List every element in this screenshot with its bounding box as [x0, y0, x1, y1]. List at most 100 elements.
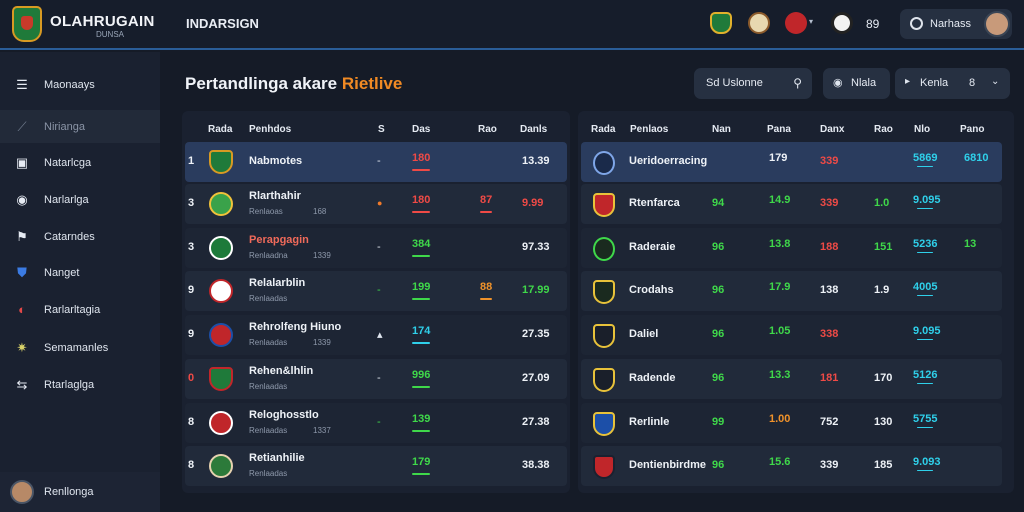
- sort-label: Kenla: [920, 77, 949, 89]
- table-row[interactable]: Radende 96 13.3 181 170 5126: [581, 359, 1002, 399]
- column-header[interactable]: Rada: [591, 124, 616, 135]
- club-crest-icon[interactable]: [710, 12, 732, 34]
- table-row[interactable]: Rtenfarca 94 14.9 339 1.0 9.095: [581, 184, 1002, 224]
- sidebar-item-label: Nanget: [44, 266, 80, 279]
- table-row[interactable]: 3 Rlarthahir Renlaoas 168 ● 180 87 9.99: [185, 184, 567, 224]
- table-row[interactable]: 8 Retianhilie Renlaadas 179 38.38: [185, 446, 567, 486]
- goals-value: 88: [480, 281, 493, 293]
- goals-bar: [480, 211, 492, 213]
- avatar[interactable]: [10, 480, 34, 504]
- sidebar-item-3[interactable]: ◉ Narlarlga: [0, 183, 160, 216]
- sidebar-item-5[interactable]: ⛊ Nanget: [0, 256, 160, 289]
- team-select-icon[interactable]: [785, 12, 807, 34]
- search-icon[interactable]: ⚲: [793, 76, 802, 90]
- table-row[interactable]: Raderaie 96 13.8 188 151 5236 13: [581, 228, 1002, 268]
- status-marker: -: [377, 155, 381, 167]
- chevron-down-icon[interactable]: ▾: [809, 17, 814, 26]
- team-name[interactable]: Radende: [629, 372, 676, 384]
- sidebar-item-label: Narlarlga: [44, 193, 89, 206]
- sidebar-item-7[interactable]: ✷ Semamanles: [0, 331, 160, 364]
- sidebar-item-8[interactable]: ⇆ Rtarlaglga: [0, 368, 160, 401]
- top-bar: OLAHRUGAIN DUNSA INDARSIGN ▾ 89 Narhass: [0, 0, 1024, 50]
- table-row[interactable]: Crodahs 96 17.9 138 1.9 4005: [581, 271, 1002, 311]
- column-header[interactable]: Rada: [208, 124, 233, 135]
- table-row[interactable]: 3 Perapgagin Renlaadna 1339 - 384 97.33: [185, 228, 567, 268]
- rating-bar: [917, 166, 933, 167]
- sort-dropdown[interactable]: ▸ Kenla 8 ⌄: [895, 68, 1010, 99]
- column-header[interactable]: Rao: [478, 124, 497, 135]
- team-name[interactable]: Ueridoerracing: [629, 155, 708, 167]
- team-name[interactable]: Nabmotes: [249, 155, 303, 167]
- team-name[interactable]: Dentienbirdme: [629, 459, 707, 471]
- table-row[interactable]: 9 Rehrolfeng Hiuno Renlaadas 1339 ▴ 174 27.35: [185, 315, 567, 355]
- table-row[interactable]: Daliel 96 1.05 338 9.095: [581, 315, 1002, 355]
- table-row[interactable]: 9 Relalarblin Renlaadas - 199 88 17.99: [185, 271, 567, 311]
- points-value: 1.9: [874, 284, 890, 296]
- sidebar-item-1[interactable]: ⟋ Nirianga: [0, 110, 160, 143]
- column-header[interactable]: Rao: [874, 124, 893, 135]
- table-row[interactable]: Dentienbirdme 96 15.6 339 185 9.093: [581, 446, 1002, 486]
- column-header[interactable]: Pana: [767, 124, 791, 135]
- club-logo-icon[interactable]: [12, 6, 42, 42]
- filter-button[interactable]: ◉ Nlala: [823, 68, 890, 99]
- sidebar-item-6[interactable]: ◐ Rarlarltagia: [0, 293, 160, 326]
- table-row[interactable]: 0 Rehen&lhlin Renlaadas - 996 27.09: [185, 359, 567, 399]
- total-value: 9.99: [522, 197, 544, 209]
- team-crest-icon: [593, 368, 615, 392]
- team-crest-icon: [593, 280, 615, 304]
- sidebar-item-label: Rarlarltagia: [44, 303, 101, 316]
- search-input[interactable]: Sd Uslonne ⚲: [694, 68, 812, 99]
- column-header[interactable]: Nlo: [914, 124, 931, 135]
- table-row[interactable]: Ueridoerracing 179 339 5869 6810: [581, 142, 1002, 182]
- rating-value: 9.095: [913, 194, 941, 206]
- brand-subtitle: DUNSA: [96, 30, 125, 39]
- team-name[interactable]: Retianhilie: [249, 452, 305, 464]
- form-value: 17.9: [769, 281, 791, 293]
- table-row[interactable]: 1 Nabmotes - 180 13.39: [185, 142, 567, 182]
- points-bar: [412, 430, 430, 432]
- rating-bar: [917, 470, 933, 471]
- column-header[interactable]: S: [378, 124, 385, 135]
- team-name[interactable]: Rehrolfeng Hiuno: [249, 321, 342, 333]
- sidebar-item-2[interactable]: ▣ Natarlcga: [0, 146, 160, 179]
- avatar[interactable]: [984, 11, 1010, 37]
- team-name[interactable]: Raderaie: [629, 241, 676, 253]
- team-name[interactable]: Reloghosstlo: [249, 409, 319, 421]
- column-header[interactable]: Pano: [960, 124, 985, 135]
- column-header[interactable]: Nan: [712, 124, 731, 135]
- rating-value: 5126: [913, 369, 938, 381]
- column-header[interactable]: Danls: [520, 124, 548, 135]
- column-header[interactable]: Danx: [820, 124, 845, 135]
- search-label: Sd Uslonne: [706, 77, 763, 89]
- team-name[interactable]: Daliel: [629, 328, 659, 340]
- ball-icon: ◐: [18, 302, 26, 317]
- team-name[interactable]: Rlarthahir: [249, 190, 301, 202]
- rank-number: 1: [188, 155, 195, 167]
- team-name[interactable]: Rehen&lhlin: [249, 365, 314, 377]
- team-name[interactable]: Rtenfarca: [629, 197, 680, 209]
- sidebar-footer[interactable]: Renllonga: [0, 472, 160, 512]
- rating-bar: [917, 252, 933, 253]
- nav-title[interactable]: INDARSIGN: [186, 16, 259, 31]
- league-badge-icon[interactable]: [748, 12, 770, 34]
- goal-diff-value: 181: [820, 372, 839, 384]
- football-icon[interactable]: [831, 12, 853, 34]
- team-subtitle: Renlaadas: [249, 294, 288, 303]
- points-value: 185: [874, 459, 893, 471]
- team-name[interactable]: Relalarblin: [249, 277, 306, 289]
- table-row[interactable]: Rerlinle 99 1.00 752 130 5755: [581, 403, 1002, 443]
- card-icon: ▣: [15, 154, 29, 170]
- column-header[interactable]: Penlaos: [630, 124, 669, 135]
- column-header[interactable]: Penhdos: [249, 124, 292, 135]
- ring-icon: ◉: [16, 191, 28, 207]
- team-name[interactable]: Rerlinle: [629, 416, 670, 428]
- total-value: 27.35: [522, 328, 550, 340]
- team-name[interactable]: Perapgagin: [249, 234, 309, 246]
- goal-diff-value: 188: [820, 241, 839, 253]
- table-row[interactable]: 8 Reloghosstlo Renlaadas 1337 - 139 27.38: [185, 403, 567, 443]
- team-name[interactable]: Crodahs: [629, 284, 674, 296]
- user-menu[interactable]: Narhass: [900, 9, 1012, 39]
- column-header[interactable]: Das: [412, 124, 431, 135]
- sidebar-item-0[interactable]: ☰ Maonaays: [0, 68, 160, 101]
- sidebar-item-4[interactable]: ⚑ Catarndes: [0, 220, 160, 253]
